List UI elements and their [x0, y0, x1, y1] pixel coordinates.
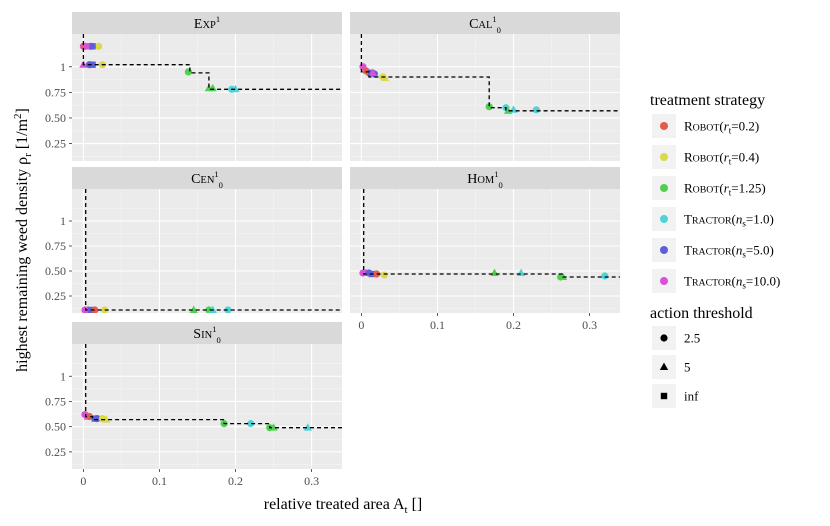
legend-label: TRACTOR(ns=10.0) [684, 274, 780, 291]
data-point [368, 68, 378, 76]
x-tick-label: 0 [358, 318, 364, 332]
legend-label: ROBOT(rt=1.25) [684, 181, 766, 198]
panel-content-exp [79, 34, 342, 93]
data-point [95, 42, 103, 50]
legend-label: 5 [684, 360, 691, 375]
y-tick-label: 1 [60, 60, 66, 74]
facet-strip-exp [72, 12, 342, 34]
x-tick-label: 0.2 [228, 474, 243, 488]
legend-label: TRACTOR(ns=5.0) [684, 243, 774, 260]
y-tick-label: 1 [60, 214, 66, 228]
legend-swatch [660, 184, 668, 192]
legend-label: TRACTOR(ns=1.0) [684, 212, 774, 229]
x-tick-label: 0.3 [304, 474, 319, 488]
legend-action-threshold: action threshold 2.5 5 inf [650, 305, 753, 408]
legend-swatch [660, 277, 668, 285]
data-point [184, 68, 192, 76]
legend-shape-triangle [659, 362, 669, 370]
data-point [485, 103, 493, 111]
panel-content-sin [81, 344, 342, 432]
y-tick-label: 1 [60, 369, 66, 383]
panel-bg-hom [350, 189, 620, 313]
y-tick-label: 0.75 [45, 394, 66, 408]
facet-strip-hom [350, 167, 620, 189]
legend-treatment-strategy: treatment strategy ROBOT(rt=0.2) ROBOT(rt=… [650, 92, 780, 293]
data-point [85, 412, 94, 421]
x-tick-label: 0.3 [582, 318, 597, 332]
y-tick-label: 0.25 [45, 137, 66, 151]
data-point [102, 415, 111, 423]
y-tick-label: 0.25 [45, 445, 66, 459]
pareto-frontier-line [360, 34, 620, 112]
x-axis-title: relative treated area At [] [264, 496, 423, 516]
legend-shape-square [660, 392, 668, 400]
data-point [84, 43, 91, 50]
facet-strip-cal [350, 12, 620, 34]
data-point [93, 414, 101, 423]
x-tick-label: 0.1 [430, 318, 445, 332]
facet-sin: SIN10 0.25 0.50 0.75 1 0 0.1 0.2 0.3 [45, 322, 342, 488]
y-tick-label: 0.25 [45, 289, 66, 303]
panel-content-cal [359, 34, 620, 114]
facet-title-sin: SIN10 [193, 324, 220, 345]
data-point [247, 420, 255, 428]
x-tick-label: 0 [80, 474, 86, 488]
legend-label: inf [684, 389, 699, 404]
facet-title-exp: EXP1 [194, 14, 220, 32]
facet-strip-sin [72, 322, 342, 344]
legend-label: ROBOT(rt=0.4) [684, 150, 759, 167]
data-point [269, 423, 278, 431]
pareto-frontier-line [363, 189, 620, 278]
panel-bg-exp [72, 34, 342, 161]
data-point [91, 306, 99, 313]
legend-swatch [660, 246, 668, 254]
data-point [558, 272, 568, 280]
facet-title-cen: CEN10 [191, 169, 223, 190]
legend-shape-circle [660, 334, 668, 342]
data-point [89, 43, 96, 50]
facet-hom: HOM10 0 0.1 0.2 0.3 [350, 167, 620, 332]
facet-cal: CAL10 [350, 12, 620, 161]
y-tick-label: 0.50 [45, 264, 66, 278]
y-tick-label: 0.50 [45, 111, 66, 125]
facet-strip-cen [72, 167, 342, 189]
legend-title: action threshold [650, 305, 753, 322]
x-tick-label: 0.2 [506, 318, 521, 332]
data-point [303, 423, 312, 431]
data-point [231, 84, 240, 93]
legend-title: treatment strategy [650, 92, 765, 109]
facet-title-hom: HOM10 [467, 169, 503, 190]
y-tick-label: 0.75 [45, 85, 66, 99]
x-tick-label: 0.1 [152, 474, 167, 488]
data-point [189, 305, 198, 313]
facet-cen: CEN10 0.25 0.50 0.75 1 [45, 167, 342, 313]
pareto-frontier-line [85, 189, 342, 311]
panel-content-cen [81, 189, 342, 313]
y-axis-title: highest remaining weed density ρr [1/m2] [12, 108, 34, 372]
legend-swatch [660, 215, 668, 223]
legend-label: 2.5 [684, 331, 700, 346]
data-point [601, 272, 609, 280]
pareto-frontier-line [85, 344, 342, 429]
panel-bg-sin [72, 344, 342, 469]
facet-exp: EXP1 0.25 0.50 0.75 1 [45, 12, 342, 161]
legend-label: ROBOT(rt=0.2) [684, 119, 759, 136]
pareto-frontier-line [82, 34, 342, 90]
data-point [380, 271, 388, 279]
data-point [532, 106, 540, 114]
data-point [224, 306, 232, 313]
panel-bg-cal [350, 34, 620, 161]
panel-content-hom [359, 189, 620, 281]
y-tick-label: 0.75 [45, 239, 66, 253]
data-point [373, 270, 381, 278]
y-tick-label: 0.50 [45, 420, 66, 434]
data-point [208, 305, 217, 313]
data-point [89, 61, 96, 68]
facet-title-cal: CAL10 [469, 14, 501, 35]
legend-swatch [660, 122, 668, 130]
panel-bg-cen [72, 189, 342, 313]
legend-swatch [660, 153, 668, 161]
